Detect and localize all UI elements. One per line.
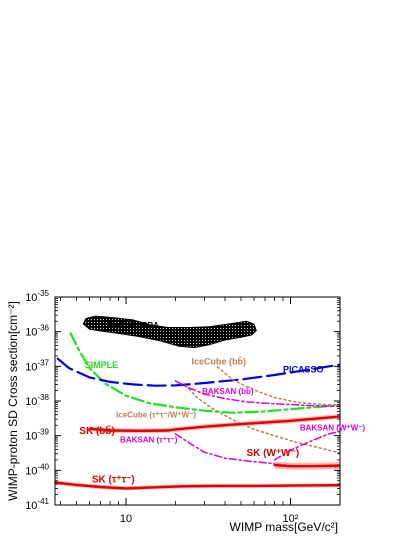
series-line-0 [69,332,340,414]
region-label: DAMA/LIBRA [108,321,159,330]
series-label-2: IceCube (bb̄) [191,357,246,367]
series-label-6: BAKSAN (W⁺W⁻) [300,423,366,432]
series-label-1: PICASSO [283,365,324,375]
y-tick-label-6: 10-35 [25,289,49,304]
series-label-9: SK (W⁺W⁻) [246,448,299,459]
series-line-6 [273,430,340,461]
series-label-4: BAKSAN (bb̄) [202,387,254,396]
series-line-8 [55,481,340,490]
series-label-7: SK (bb̄) [79,425,115,437]
series-label-5: BAKSAN (τ⁺τ⁻) [120,436,178,445]
y-tick-label-3: 10-38 [25,393,49,408]
series-line-1 [56,357,340,387]
y-tick-label-0: 10-41 [25,497,49,512]
series-labels: DAMA/LIBRA SIMPLE PICASSO IceCube (bb̄) IceC… [79,321,365,485]
plot-area [55,315,340,491]
series-line-2 [216,366,340,406]
series-label-8: SK (τ⁺τ⁻) [92,474,135,485]
series-label-3: IceCube (τ⁺τ⁻/W⁺W⁻) [116,411,196,420]
x-axis-title: WIMP mass[GeV/c²] [230,520,338,534]
x-tick-label-1: 10² [283,513,299,525]
series-label-0: SIMPLE [85,360,119,370]
series-band-7 [89,414,340,434]
y-tick-label-4: 10-37 [25,358,49,373]
series-line-7 [88,415,340,432]
dama-libra-region [82,315,257,349]
y-tick-label-5: 10-36 [25,324,49,339]
y-tick-label-1: 10-40 [25,462,49,477]
axis-ticks: 10-41 10-40 10-39 10-38 10-37 10-36 10-35 10 10² [25,289,341,525]
y-axis-title: WIMP-proton SD Cross section[cm⁻²] [6,301,20,501]
series-line-4 [174,380,340,408]
series-line-3 [184,384,340,454]
series-line-9 [273,463,340,468]
x-tick-label-0: 10 [120,513,132,525]
y-tick-label-2: 10-39 [25,428,49,443]
